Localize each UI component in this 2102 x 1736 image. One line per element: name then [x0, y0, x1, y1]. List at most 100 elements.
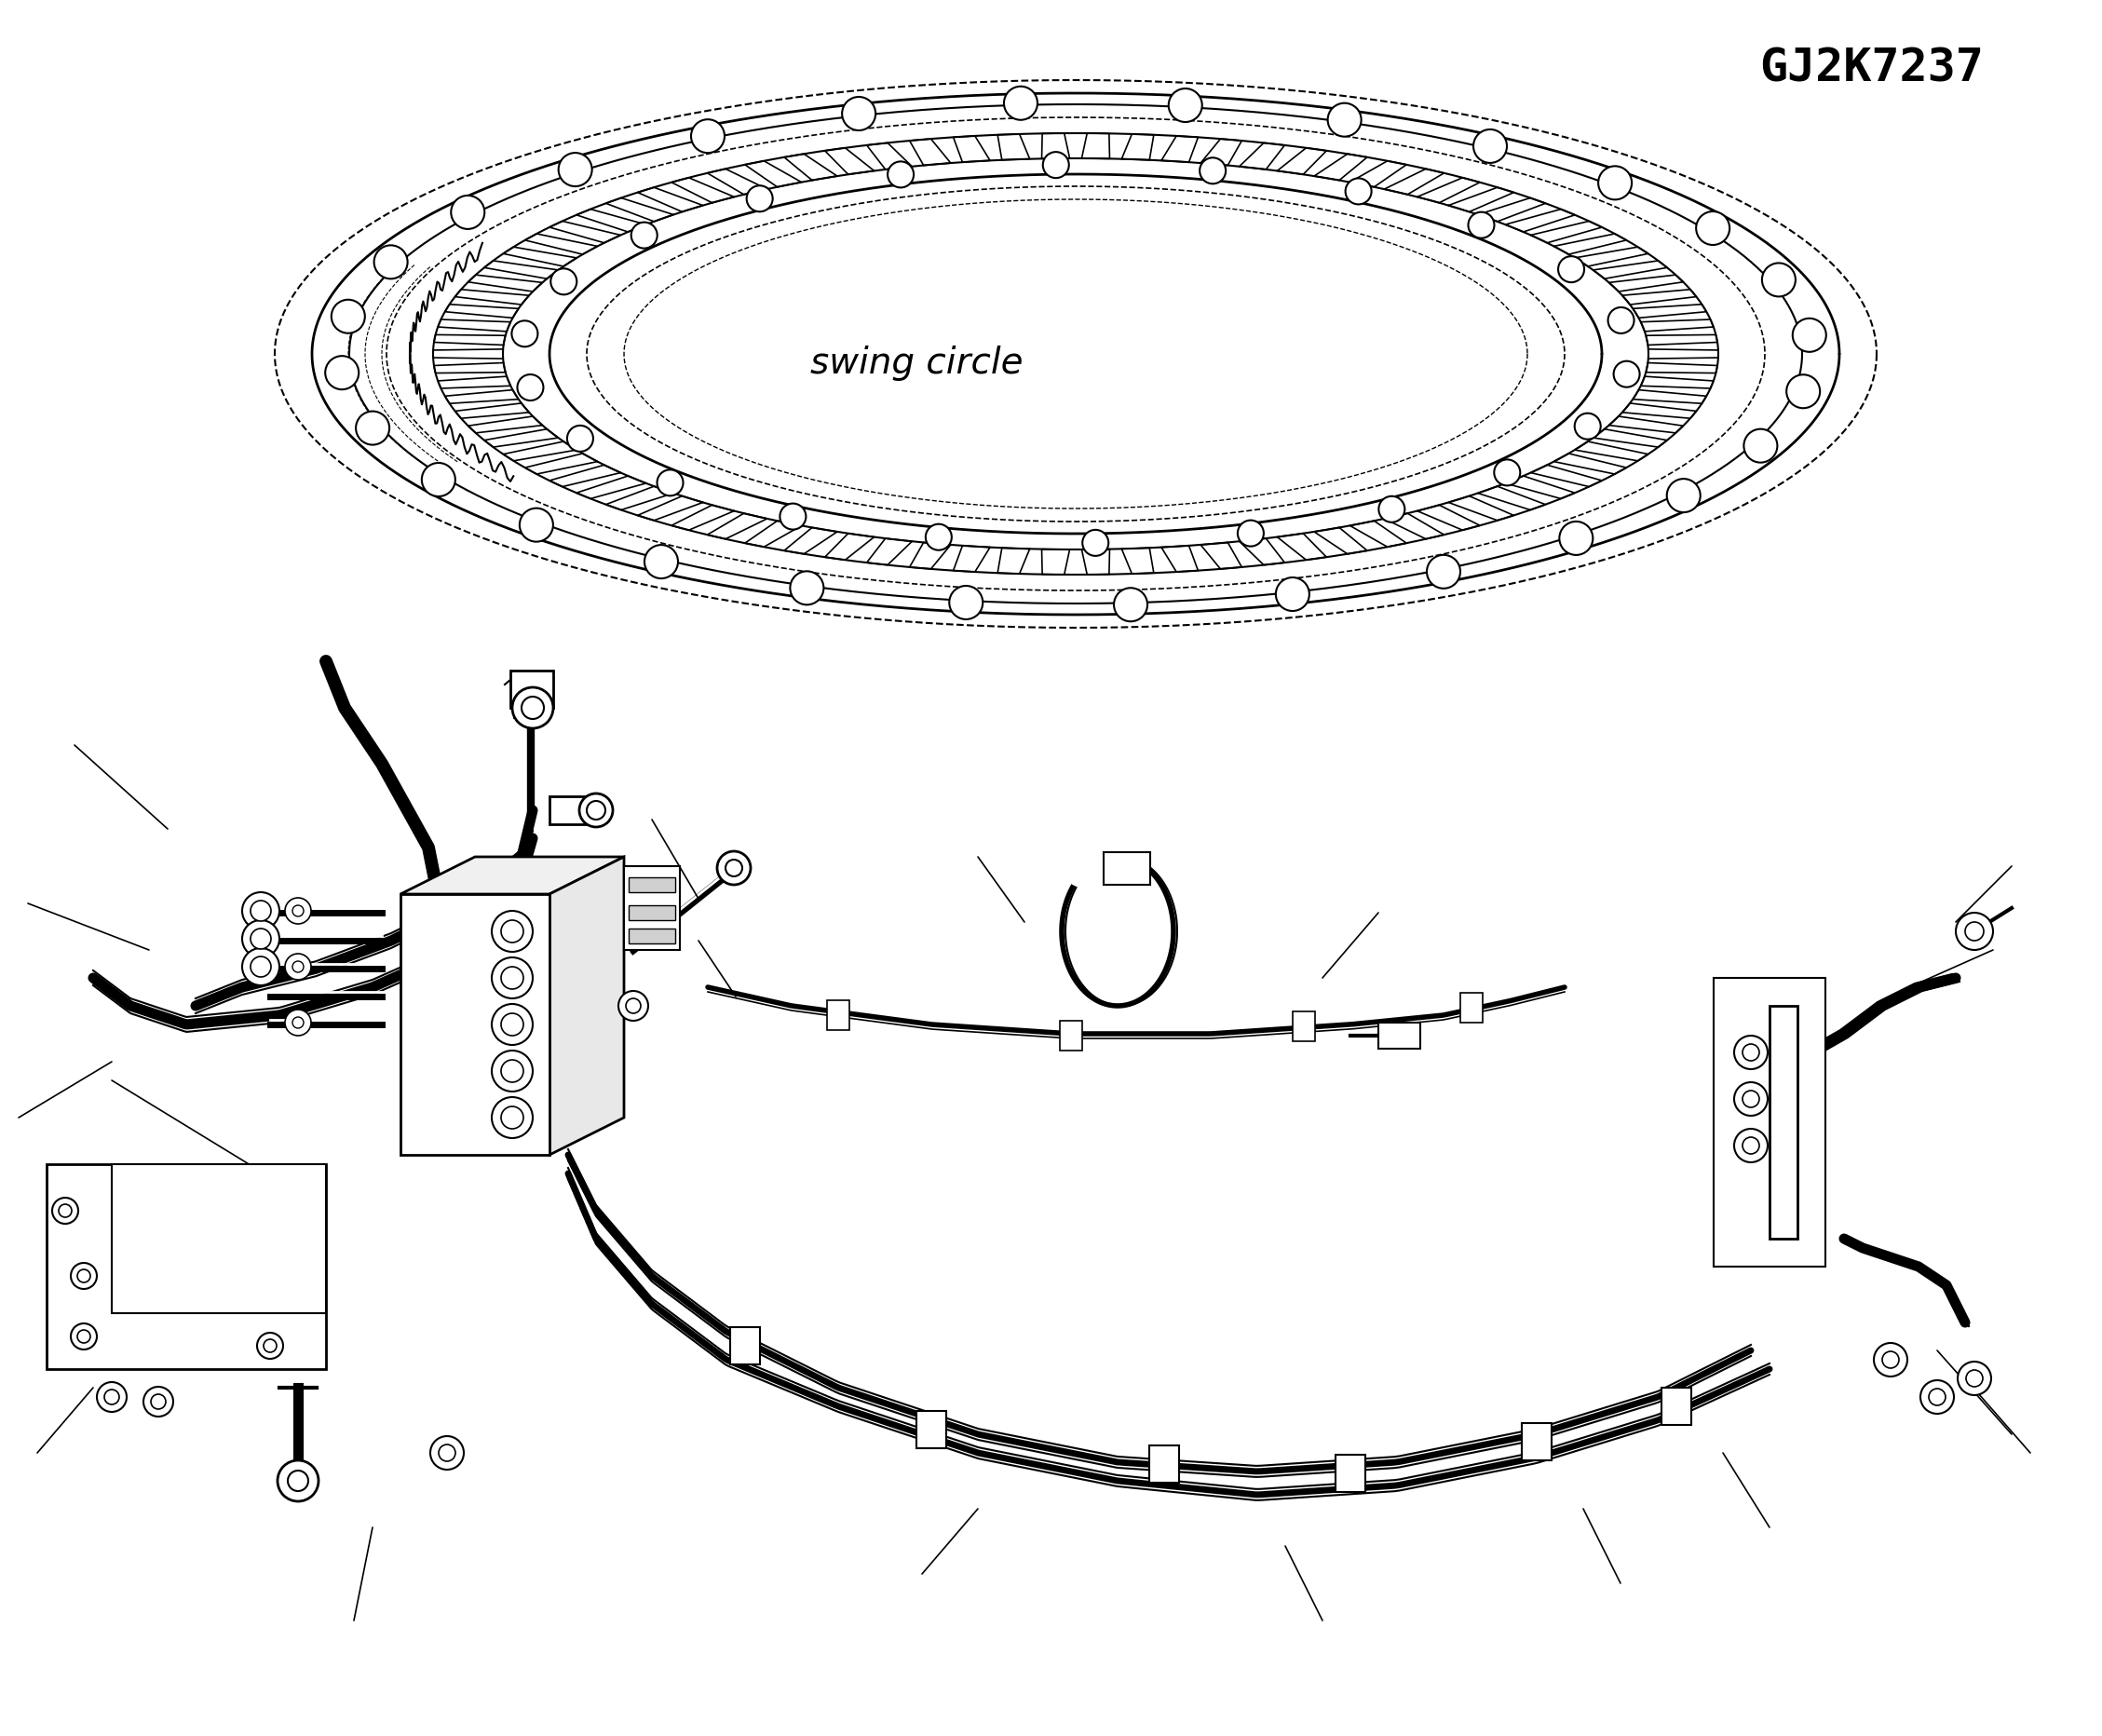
Bar: [826, 1000, 849, 1029]
Circle shape: [1787, 375, 1820, 408]
Circle shape: [256, 1333, 284, 1359]
Circle shape: [626, 998, 641, 1014]
Circle shape: [492, 1050, 532, 1092]
Circle shape: [492, 1003, 532, 1045]
Circle shape: [586, 800, 605, 819]
Circle shape: [1793, 318, 1827, 352]
Circle shape: [1345, 179, 1371, 205]
Circle shape: [1873, 1344, 1907, 1377]
Circle shape: [78, 1330, 90, 1344]
Circle shape: [500, 967, 523, 990]
Bar: [628, 904, 675, 920]
Text: swing circle: swing circle: [809, 345, 1024, 380]
Circle shape: [250, 929, 271, 950]
Circle shape: [59, 1205, 71, 1217]
Circle shape: [1467, 212, 1495, 238]
Circle shape: [618, 991, 647, 1021]
Bar: [1379, 1023, 1421, 1049]
Bar: [46, 1165, 326, 1370]
Circle shape: [288, 1470, 309, 1491]
Circle shape: [1667, 479, 1701, 512]
Circle shape: [500, 1014, 523, 1036]
Circle shape: [887, 161, 914, 187]
Circle shape: [355, 411, 389, 444]
Circle shape: [780, 503, 805, 529]
Circle shape: [53, 1198, 78, 1224]
Circle shape: [519, 509, 553, 542]
Circle shape: [292, 962, 303, 972]
Circle shape: [1114, 589, 1148, 621]
Circle shape: [250, 901, 271, 922]
Circle shape: [500, 1106, 523, 1128]
Circle shape: [1957, 1361, 1991, 1396]
Circle shape: [790, 571, 824, 604]
Circle shape: [1560, 521, 1593, 556]
Circle shape: [97, 1382, 126, 1411]
Circle shape: [521, 696, 544, 719]
Bar: [401, 894, 549, 1154]
Circle shape: [263, 1338, 277, 1352]
Circle shape: [1734, 1128, 1768, 1163]
Circle shape: [658, 470, 683, 496]
Circle shape: [1495, 460, 1520, 486]
Circle shape: [631, 222, 658, 248]
Circle shape: [439, 1444, 456, 1462]
Circle shape: [1696, 212, 1730, 245]
Circle shape: [242, 948, 280, 986]
Circle shape: [1474, 130, 1507, 163]
Circle shape: [1598, 167, 1631, 200]
Circle shape: [500, 920, 523, 943]
Circle shape: [1328, 102, 1362, 137]
Circle shape: [286, 953, 311, 979]
Circle shape: [1743, 1090, 1759, 1108]
Bar: [628, 929, 675, 943]
Circle shape: [105, 1389, 120, 1404]
Circle shape: [292, 904, 303, 917]
Circle shape: [559, 153, 593, 186]
Circle shape: [1921, 1380, 1955, 1413]
Circle shape: [517, 375, 544, 401]
Circle shape: [1427, 556, 1461, 589]
Circle shape: [78, 1269, 90, 1283]
Circle shape: [151, 1394, 166, 1410]
Bar: [628, 877, 675, 892]
Circle shape: [1955, 913, 1993, 950]
Circle shape: [1238, 521, 1263, 547]
Circle shape: [286, 898, 311, 924]
Circle shape: [1881, 1351, 1898, 1368]
Circle shape: [568, 425, 593, 451]
Circle shape: [242, 920, 280, 958]
Bar: [1522, 1424, 1551, 1460]
Circle shape: [500, 1061, 523, 1082]
Circle shape: [513, 687, 553, 729]
Circle shape: [551, 269, 576, 295]
Circle shape: [1614, 361, 1640, 387]
Circle shape: [492, 1097, 532, 1139]
Circle shape: [71, 1262, 97, 1288]
Circle shape: [431, 1436, 465, 1470]
Circle shape: [1200, 158, 1225, 184]
Circle shape: [1734, 1082, 1768, 1116]
Circle shape: [292, 1017, 303, 1028]
Circle shape: [143, 1387, 172, 1417]
Circle shape: [1043, 153, 1070, 179]
Bar: [111, 1165, 326, 1312]
Circle shape: [1169, 89, 1202, 122]
Bar: [1461, 993, 1482, 1023]
Circle shape: [423, 464, 456, 496]
Circle shape: [1761, 264, 1795, 297]
Bar: [624, 866, 679, 950]
Circle shape: [580, 793, 614, 826]
Circle shape: [1083, 529, 1108, 556]
Bar: [1770, 1005, 1797, 1240]
Circle shape: [511, 321, 538, 347]
Circle shape: [645, 545, 679, 578]
Bar: [515, 698, 549, 717]
Circle shape: [1930, 1389, 1946, 1406]
Circle shape: [1743, 1043, 1759, 1061]
Bar: [729, 1326, 761, 1364]
Circle shape: [925, 524, 952, 550]
Circle shape: [374, 245, 408, 279]
Bar: [1661, 1387, 1692, 1425]
Polygon shape: [549, 858, 624, 1154]
